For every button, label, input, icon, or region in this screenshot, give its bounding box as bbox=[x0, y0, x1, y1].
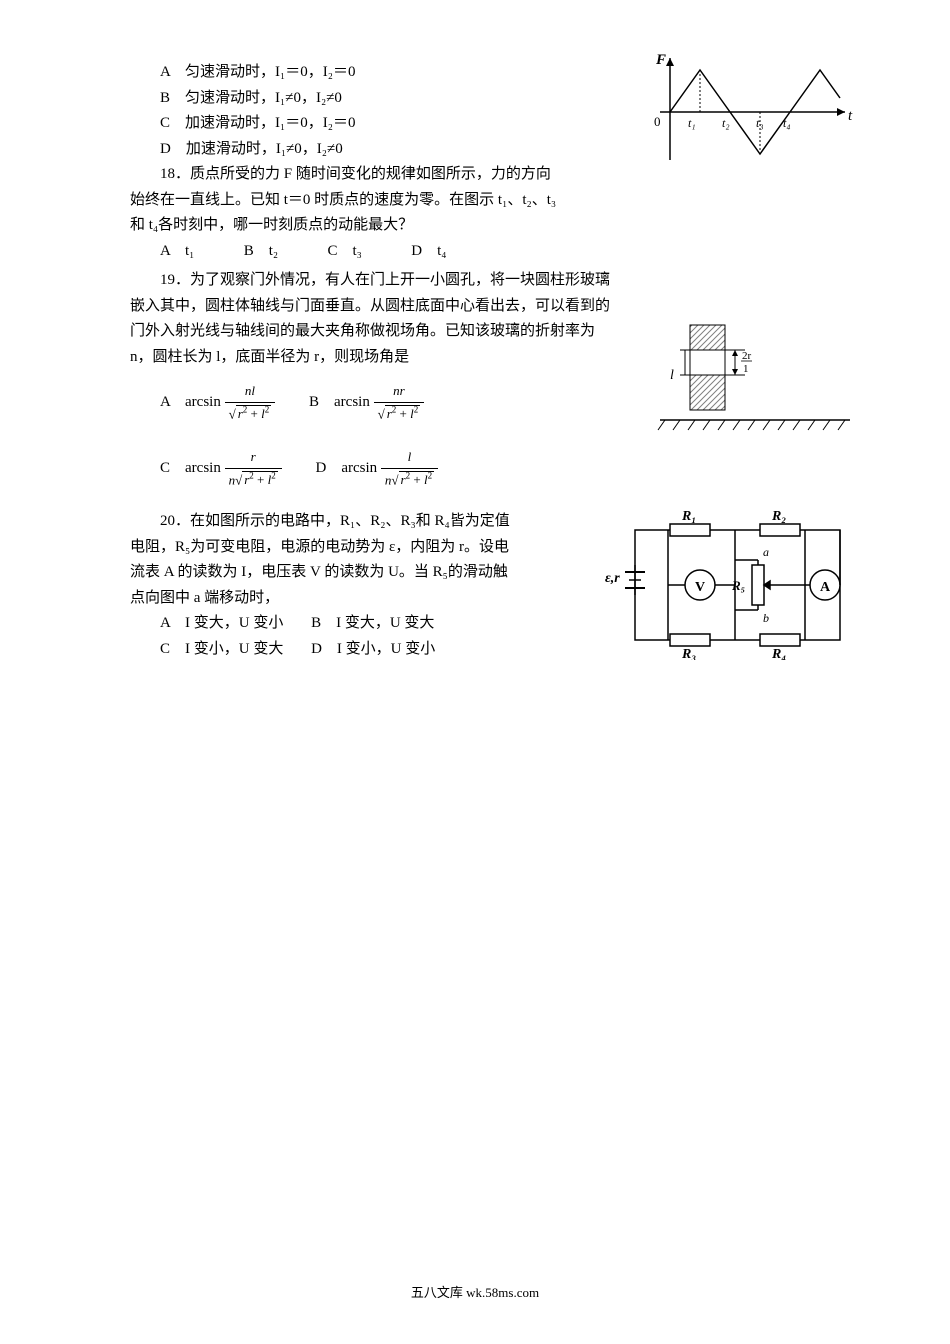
label-r4: R₄ bbox=[771, 647, 786, 660]
q18-opt-b: B t₂ bbox=[244, 239, 324, 265]
label-r2: R₂ bbox=[771, 510, 786, 524]
label-2r-num: 2r bbox=[742, 350, 752, 362]
q20-opt-d: D I 变小，U 变小 bbox=[311, 641, 435, 657]
tick-t4: t₄ bbox=[783, 116, 791, 130]
q20-opt-c: C I 变小，U 变大 bbox=[160, 641, 283, 657]
q19-opt-d: D arcsin l n√r2 + l2 bbox=[316, 446, 439, 492]
q18-options: A t₁ B t₂ C t₃ D t₄ bbox=[160, 239, 860, 265]
axis-label-f: F bbox=[655, 52, 666, 68]
label-l: l bbox=[670, 368, 674, 383]
label-b-node: b bbox=[763, 611, 769, 625]
label-2r-den: 1 bbox=[743, 363, 749, 375]
axis-label-t: t bbox=[848, 108, 853, 124]
footer-text: 五八文库 wk.58ms.com bbox=[0, 1282, 950, 1304]
q18-text: 18．质点所受的力 F 随时间变化的规律如图所示，力的方向始终在一直线上。已知 … bbox=[130, 162, 560, 239]
label-r5: R₅ bbox=[731, 578, 745, 593]
q19-opt-c: C arcsin r n√r2 + l2 bbox=[160, 446, 282, 492]
q18-opt-a: A t₁ bbox=[160, 239, 240, 265]
q20-text: 20．在如图所示的电路中，R₁、R₂、R₃和 R₄皆为定值电阻，R₅为可变电阻，… bbox=[130, 509, 520, 611]
label-r3: R₃ bbox=[681, 647, 696, 660]
figure-20-circuit: ε,r R₁ R₂ R₃ R₄ R₅ V A a b bbox=[600, 510, 860, 660]
q20-opt-b: B I 变大，U 变大 bbox=[311, 615, 434, 631]
label-r1: R₁ bbox=[681, 510, 696, 524]
q19-opt-b: B arcsin nr √r2 + l2 bbox=[309, 380, 424, 426]
origin-label: 0 bbox=[654, 114, 661, 129]
label-emf: ε,r bbox=[605, 571, 620, 586]
content-area: F t 0 t₁ t₂ t₃ t₄ A 匀速滑动时，I₁＝0，I₂＝0 B 匀速… bbox=[90, 60, 860, 662]
label-a: A bbox=[820, 580, 831, 595]
q19-opt-a: A arcsin nl √r2 + l2 bbox=[160, 380, 275, 426]
tick-t2: t₂ bbox=[722, 116, 730, 130]
q20-opt-a: A I 变大，U 变小 bbox=[160, 615, 283, 631]
q19-text: 19．为了观察门外情况，有人在门上开一小圆孔，将一块圆柱形玻璃嵌入其中，圆柱体轴… bbox=[130, 268, 620, 370]
figure-18-force-time-graph: F t 0 t₁ t₂ t₃ t₄ bbox=[640, 50, 860, 170]
tick-t3: t₃ bbox=[756, 116, 764, 130]
label-a-node: a bbox=[763, 545, 769, 559]
figure-19-door-cylinder: l 2r 1 bbox=[630, 315, 860, 445]
tick-t1: t₁ bbox=[688, 116, 696, 130]
q18-opt-c: C t₃ bbox=[328, 239, 408, 265]
q18-opt-d: D t₄ bbox=[411, 239, 491, 265]
label-v: V bbox=[695, 580, 705, 595]
q19-options-row2: C arcsin r n√r2 + l2 D arcsin l n√r2 + l… bbox=[160, 446, 860, 492]
